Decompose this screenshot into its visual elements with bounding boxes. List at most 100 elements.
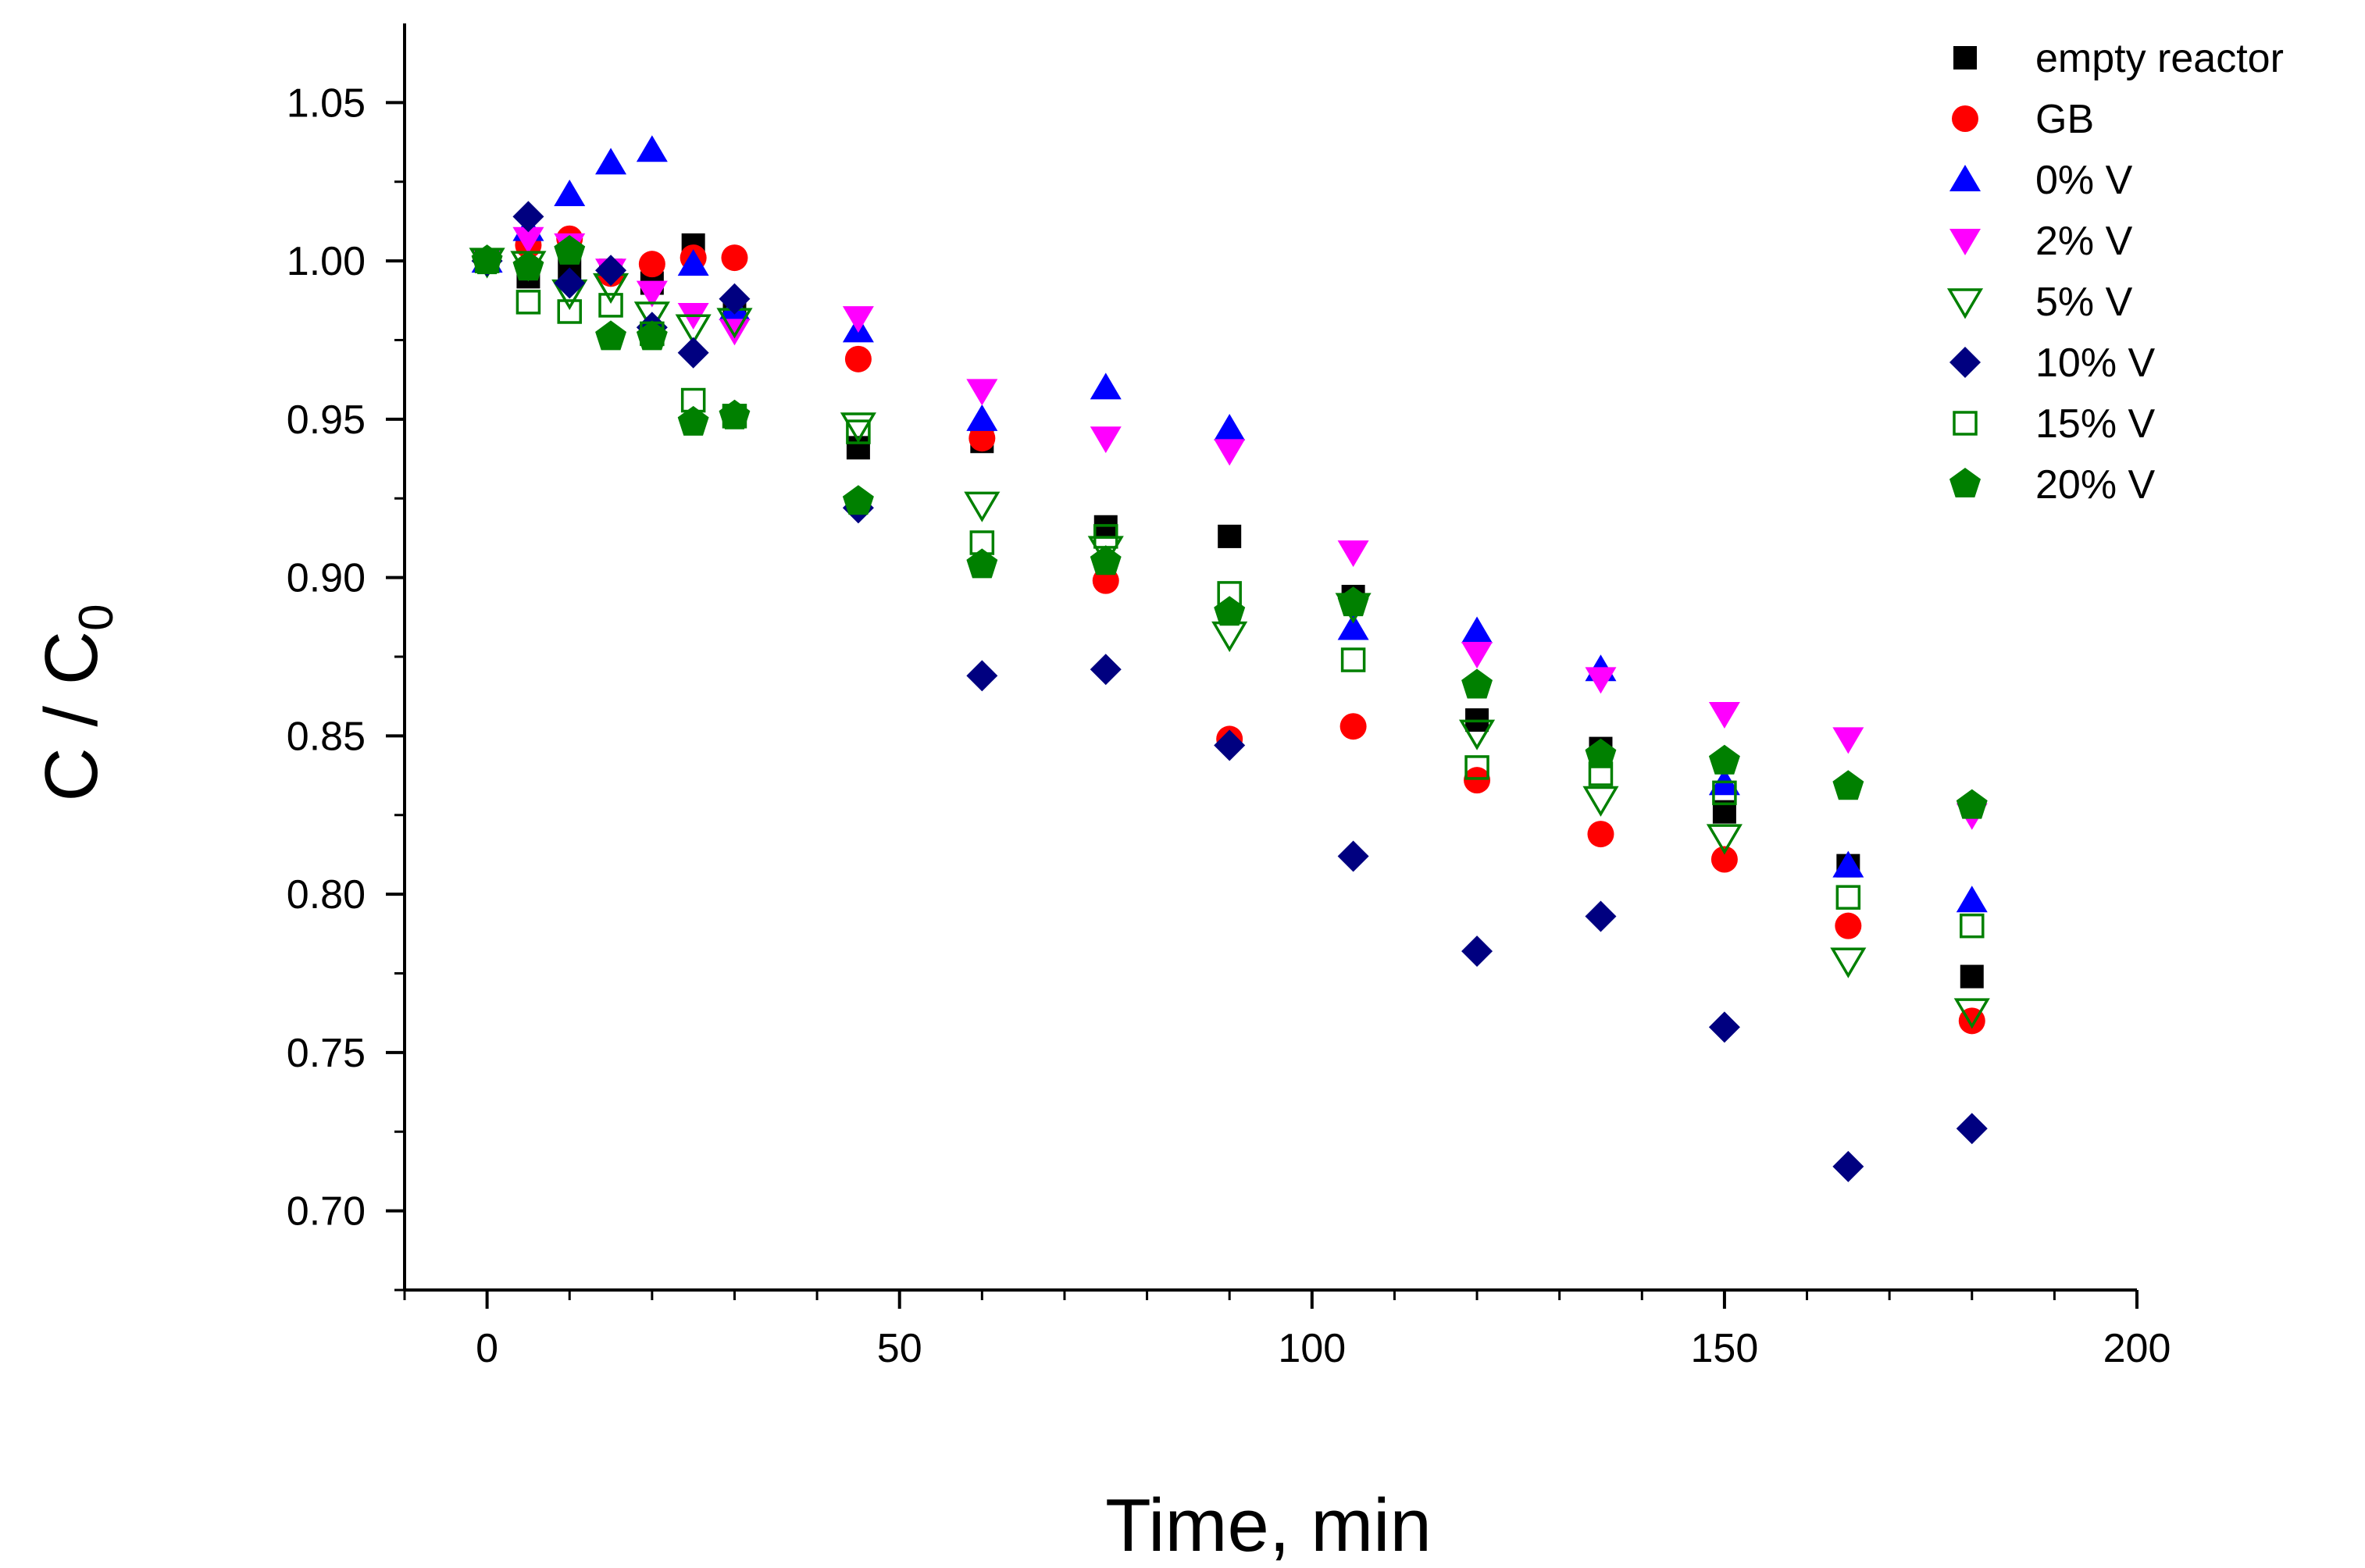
legend-item-0pct-v: 0% V: [1949, 158, 2133, 203]
data-point: [1960, 913, 1985, 939]
legend-marker: [1952, 105, 1978, 132]
data-point: [842, 306, 874, 333]
data-point: [1464, 767, 1491, 794]
data-point: [1214, 439, 1246, 466]
legend-item-2pct-v: 2% V: [1949, 219, 2133, 264]
data-point: [1585, 667, 1617, 694]
data-point: [1830, 947, 1867, 978]
data-point: [840, 412, 876, 444]
legend-item-gb: GB: [1952, 97, 2094, 142]
data-point: [1708, 1011, 1740, 1043]
legend-marker: [1949, 468, 1981, 497]
data-point: [1832, 770, 1864, 800]
data-point: [1090, 426, 1122, 454]
legend-marker: [1949, 347, 1981, 378]
data-point: [719, 283, 751, 315]
data-point: [1458, 719, 1496, 750]
legend-item-20pct-v: 20% V: [1949, 462, 2156, 508]
data-point: [1211, 621, 1248, 653]
data-point: [968, 425, 996, 452]
data-point: [638, 251, 665, 278]
data-point: [633, 301, 670, 333]
data-point: [1093, 515, 1118, 539]
data-point: [512, 226, 544, 254]
data-point: [1835, 912, 1862, 939]
y-tick-label: 0.95: [287, 397, 366, 443]
data-point: [1090, 372, 1122, 400]
data-point: [1956, 1113, 1988, 1145]
data-point: [512, 251, 544, 281]
data-point: [966, 404, 998, 431]
legend-label: GB: [2035, 97, 2094, 142]
data-point: [1835, 885, 1861, 910]
data-point: [1337, 613, 1369, 640]
data-point: [1585, 738, 1617, 768]
legend-item-15pct-v: 15% V: [1953, 401, 2156, 447]
axes: [403, 23, 2137, 1292]
data-point: [675, 314, 712, 345]
data-point: [966, 548, 998, 579]
data-point: [595, 148, 627, 175]
data-point: [1832, 1150, 1864, 1182]
y-tick-label: 0.85: [287, 714, 366, 759]
series-20pct-v: [471, 235, 1988, 819]
data-point: [1337, 540, 1369, 568]
y-tick-label: 0.80: [287, 872, 366, 918]
data-point: [1090, 654, 1122, 686]
legend-item-5pct-v: 5% V: [1946, 280, 2133, 325]
data-point: [554, 179, 586, 206]
legend-label: 5% V: [2035, 280, 2133, 325]
data-point: [677, 405, 709, 436]
data-point: [677, 337, 709, 369]
data-point: [719, 319, 751, 346]
data-point: [966, 379, 998, 406]
legend-marker: [1946, 288, 1984, 319]
x-tick-label: 150: [1691, 1326, 1759, 1371]
legend-label: 0% V: [2035, 158, 2133, 203]
data-point: [1214, 414, 1246, 441]
legend-marker: [1949, 165, 1981, 191]
data-point: [1461, 616, 1493, 643]
data-point: [1337, 840, 1369, 872]
data-point: [1461, 935, 1493, 968]
data-point: [1710, 846, 1738, 873]
legend-marker: [1949, 229, 1981, 255]
data-point: [677, 249, 709, 276]
data-point: [1708, 744, 1740, 775]
data-point: [515, 290, 541, 315]
data-point: [1090, 545, 1122, 576]
data-point: [1582, 786, 1619, 817]
data-point: [1960, 964, 1984, 989]
data-point: [966, 660, 998, 692]
data-point: [557, 299, 582, 324]
x-tick-label: 200: [2103, 1326, 2171, 1371]
data-point: [1087, 536, 1124, 567]
data-point: [1832, 850, 1864, 878]
data-point: [846, 419, 871, 444]
legend-marker: [1953, 46, 1977, 69]
legend-label: 20% V: [2035, 462, 2156, 508]
y-axis-title: C / C0: [30, 604, 123, 801]
x-tick-label: 50: [877, 1326, 922, 1371]
data-point: [471, 244, 503, 275]
x-tick-label: 0: [476, 1326, 498, 1371]
data-point: [636, 135, 668, 162]
data-point: [554, 235, 586, 265]
legend-label: 10% V: [2035, 340, 2156, 386]
data-point: [1832, 727, 1864, 754]
data-point: [595, 320, 626, 351]
legend-label: 15% V: [2035, 401, 2156, 447]
data-point: [1587, 821, 1614, 848]
y-tick-label: 1.05: [287, 80, 366, 126]
data-point: [719, 399, 751, 429]
y-tick-label: 0.90: [287, 556, 366, 601]
legend: empty reactor GB 0% V 2% V 5% V 10% V 15% V 20%…: [1946, 36, 2284, 508]
axis-ticks: 0.70 0.75 0.80 0.85 0.90 0.95 1.00 1.05 0 50 100 15…: [287, 80, 2171, 1371]
data-point: [554, 267, 586, 299]
series-5pct-v: [469, 248, 1990, 1029]
data-point: [1214, 729, 1246, 761]
series-10pct-v: [471, 201, 1988, 1182]
legend-marker: [1953, 411, 1978, 436]
data-point: [636, 280, 668, 308]
